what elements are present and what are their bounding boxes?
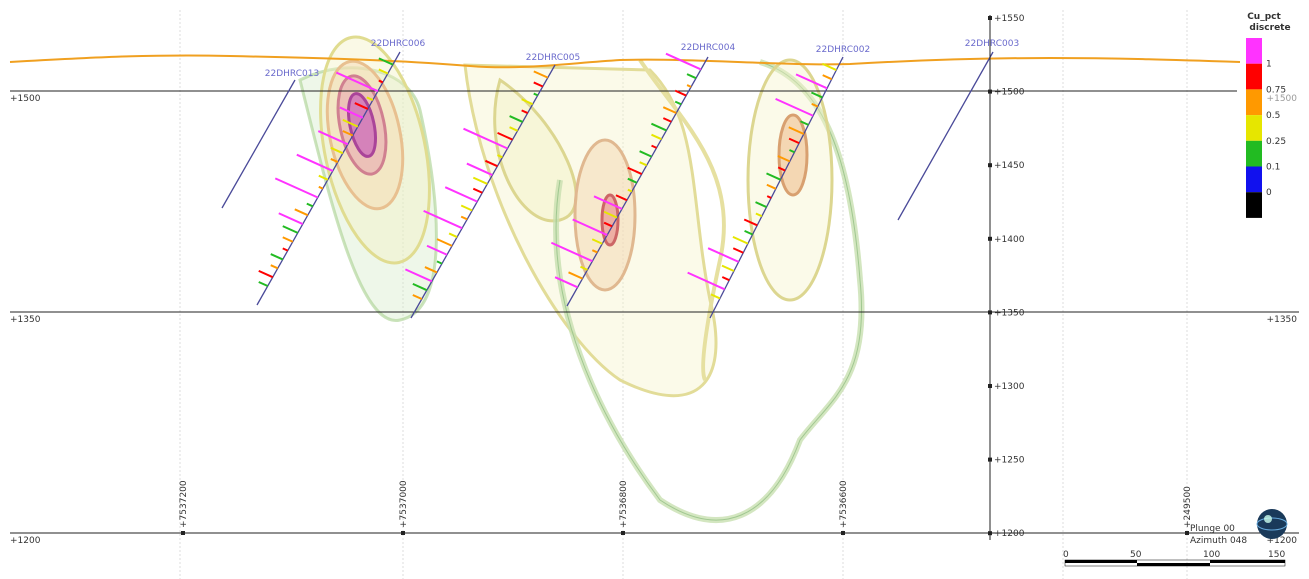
elevation-label: +1350 <box>994 308 1025 318</box>
tick-marker <box>988 237 992 241</box>
left-label: +1200 <box>10 536 41 546</box>
northing-label: +7536600 <box>839 480 849 528</box>
legend-label: 0.5 <box>1266 111 1280 121</box>
tick-marker <box>988 163 992 167</box>
legend-swatch <box>1246 167 1262 193</box>
elevation-label: +1500 <box>994 88 1025 98</box>
scale-bar <box>1065 560 1285 566</box>
assay-stick <box>279 213 303 224</box>
assay-stick <box>295 209 308 215</box>
assay-stick <box>823 75 832 79</box>
assay-stick <box>271 265 278 268</box>
tick-marker <box>988 310 992 314</box>
assay-stick <box>722 277 729 280</box>
viewport: +1550 +1500 +1450 +1400 +1350 +1300 +1250 +1200… <box>0 0 1309 579</box>
tick-marker <box>988 458 992 462</box>
tick-marker <box>988 531 992 535</box>
assay-stick <box>733 237 748 244</box>
scale-label: 50 <box>1130 550 1142 560</box>
legend-swatch <box>1246 115 1262 141</box>
assay-stick <box>437 261 442 263</box>
legend-swatch <box>1246 141 1262 167</box>
grade-shells <box>300 27 862 520</box>
legend-label: 1 <box>1266 60 1272 70</box>
assay-stick <box>722 266 734 271</box>
legend-label: 0.1 <box>1266 163 1280 173</box>
scale-label: 0 <box>1063 550 1069 560</box>
legend-swatch <box>1246 192 1262 218</box>
plunge: Plunge 00 <box>1190 524 1235 534</box>
assay-stick <box>449 233 457 237</box>
drillhole-label: 22DHRC013 <box>265 69 319 79</box>
compass-globe <box>1257 509 1287 539</box>
legend-label: 0 <box>1266 188 1272 198</box>
assay-stick <box>259 282 268 286</box>
tick-marker <box>988 90 992 94</box>
easting-label: +249500 <box>1183 486 1193 528</box>
tick-marker <box>988 384 992 388</box>
elevation-label: +1550 <box>994 14 1025 24</box>
assay-stick <box>461 217 467 220</box>
assay-stick <box>687 74 696 78</box>
assay-stick <box>271 254 283 259</box>
azimuth: Azimuth 048 <box>1190 536 1247 546</box>
legend-swatch <box>1246 89 1262 115</box>
legend-label: 0.75 <box>1266 85 1286 95</box>
northing-label: +7536800 <box>619 480 629 528</box>
elevation-label: +1200 <box>994 529 1025 539</box>
legend-label: 0.25 <box>1266 137 1286 147</box>
scale-label: 100 <box>1203 550 1220 560</box>
assay-stick <box>307 204 313 207</box>
assay-stick <box>675 102 681 105</box>
drillhole-label: 22DHRC006 <box>371 39 426 49</box>
assay-stick <box>437 239 452 246</box>
legend-swatch <box>1246 64 1262 90</box>
drillhole-label: 22DHRC002 <box>816 45 870 55</box>
elevation-ticks: +1550 +1500 +1450 +1400 +1350 +1300 +1250 +1200 <box>988 14 1025 539</box>
assay-stick <box>445 187 477 201</box>
left-label: +1350 <box>10 315 41 325</box>
assay-stick <box>283 226 298 233</box>
drillhole-label: 22DHRC005 <box>526 53 580 63</box>
assay-stick <box>275 178 318 197</box>
scale-label: 150 <box>1268 550 1285 560</box>
elevation-label: +1250 <box>994 456 1025 466</box>
legend-subtitle: discrete <box>1249 23 1290 33</box>
elevation-label: +1400 <box>994 235 1025 245</box>
assay-stick <box>687 85 691 87</box>
elevation-label: +1300 <box>994 382 1025 392</box>
right-label: +1350 <box>1267 315 1298 325</box>
assay-stick <box>319 187 323 189</box>
legend-title: Cu_pct <box>1247 12 1281 22</box>
left-label: +1500 <box>10 94 41 104</box>
assay-stick <box>733 248 743 253</box>
legend: 1 0.75 0.5 0.25 0.1 0 <box>1246 38 1286 218</box>
assay-stick <box>283 237 293 242</box>
northing-label: +7537200 <box>179 480 189 528</box>
assay-stick <box>259 271 273 277</box>
drillhole-label: 22DHRC003 <box>965 39 1019 49</box>
assay-stick <box>473 189 482 193</box>
topography <box>10 55 1240 67</box>
drillhole-label: 22DHRC004 <box>681 43 736 53</box>
assay-stick <box>461 206 472 211</box>
tick-marker <box>988 16 992 20</box>
assay-stick <box>283 248 288 250</box>
assay-stick <box>473 178 487 184</box>
elevation-label: +1450 <box>994 161 1025 171</box>
legend-swatch <box>1246 38 1262 64</box>
right-label: +1500 <box>1267 94 1298 104</box>
northing-label: +7537000 <box>399 480 409 528</box>
